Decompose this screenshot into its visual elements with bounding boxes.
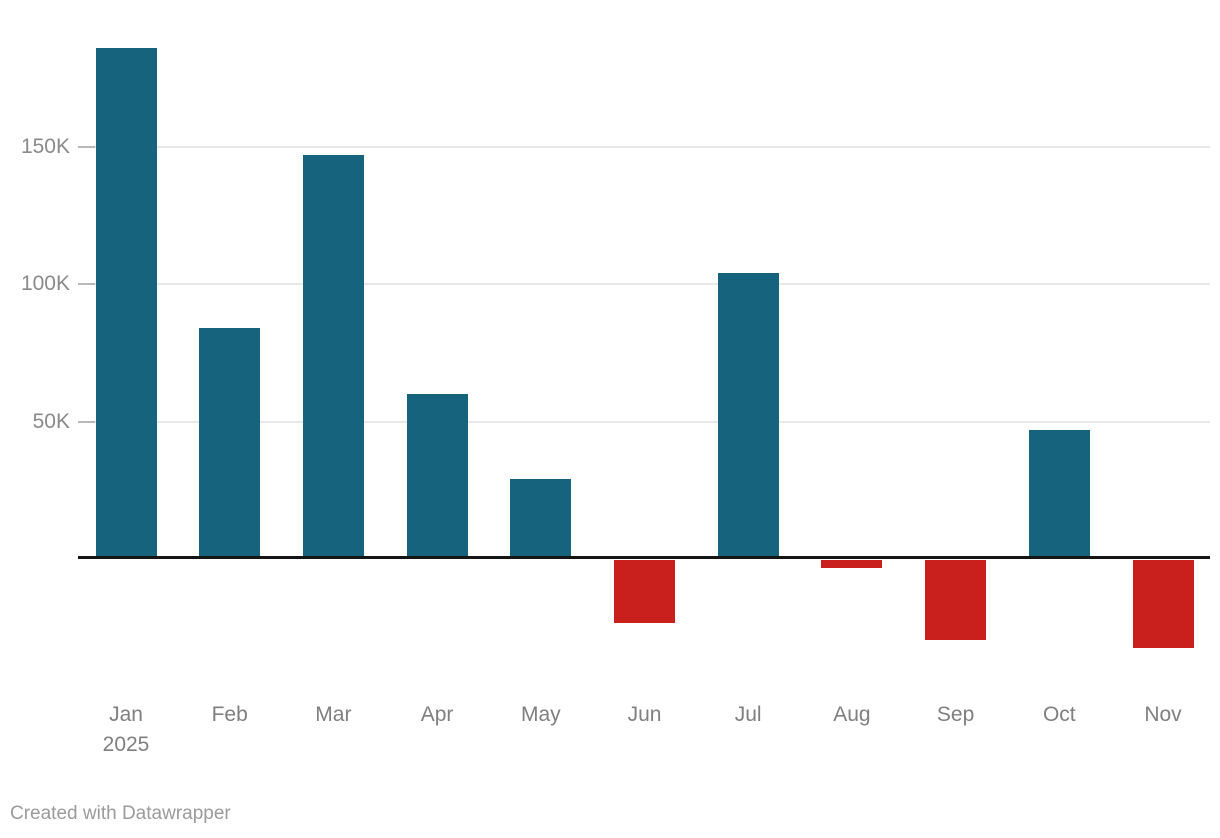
x-axis-label-aug: Aug	[833, 703, 871, 726]
y-gridline-100K	[78, 283, 1210, 285]
x-axis-label-sep: Sep	[936, 703, 975, 726]
bar-may[interactable]	[510, 479, 572, 559]
bar-sep[interactable]	[925, 560, 987, 640]
x-axis-label-year: 2025	[102, 733, 150, 756]
bar-jan[interactable]	[95, 47, 157, 559]
bar-aug[interactable]	[821, 560, 883, 569]
x-axis-label-jun: Jun	[627, 703, 662, 726]
y-tick-100K	[78, 283, 95, 285]
bar-jul[interactable]	[717, 273, 779, 559]
bar-feb[interactable]	[199, 328, 261, 559]
x-axis-label-jul: Jul	[734, 703, 762, 726]
y-axis-label-50K: 50K	[32, 409, 70, 433]
y-tick-50K	[78, 420, 95, 423]
y-axis-label-100K: 100K	[20, 272, 70, 295]
x-axis-label-feb: Feb	[211, 703, 248, 726]
x-axis-label-apr: Apr	[420, 703, 454, 726]
y-gridline-150K	[78, 145, 1210, 148]
bar-nov[interactable]	[1132, 560, 1194, 648]
x-axis-label-nov: Nov	[1144, 703, 1182, 726]
datawrapper-credit-link[interactable]: Created with Datawrapper	[10, 803, 231, 824]
y-gridline-50K	[78, 420, 1210, 423]
x-axis-label-may: May	[520, 703, 561, 726]
y-axis-label-150K: 150K	[20, 134, 70, 158]
bar-mar[interactable]	[302, 154, 364, 559]
x-axis-label-jan: Jan 2025	[74, 700, 178, 760]
y-tick-150K	[78, 145, 95, 148]
bar-jun[interactable]	[614, 560, 675, 624]
x-axis-label-oct: Oct	[1042, 703, 1076, 726]
x-axis-label-mar: Mar	[315, 703, 352, 726]
bar-oct[interactable]	[1028, 429, 1090, 559]
bar-apr[interactable]	[406, 394, 468, 559]
x-axis-zero-line	[78, 556, 1210, 559]
